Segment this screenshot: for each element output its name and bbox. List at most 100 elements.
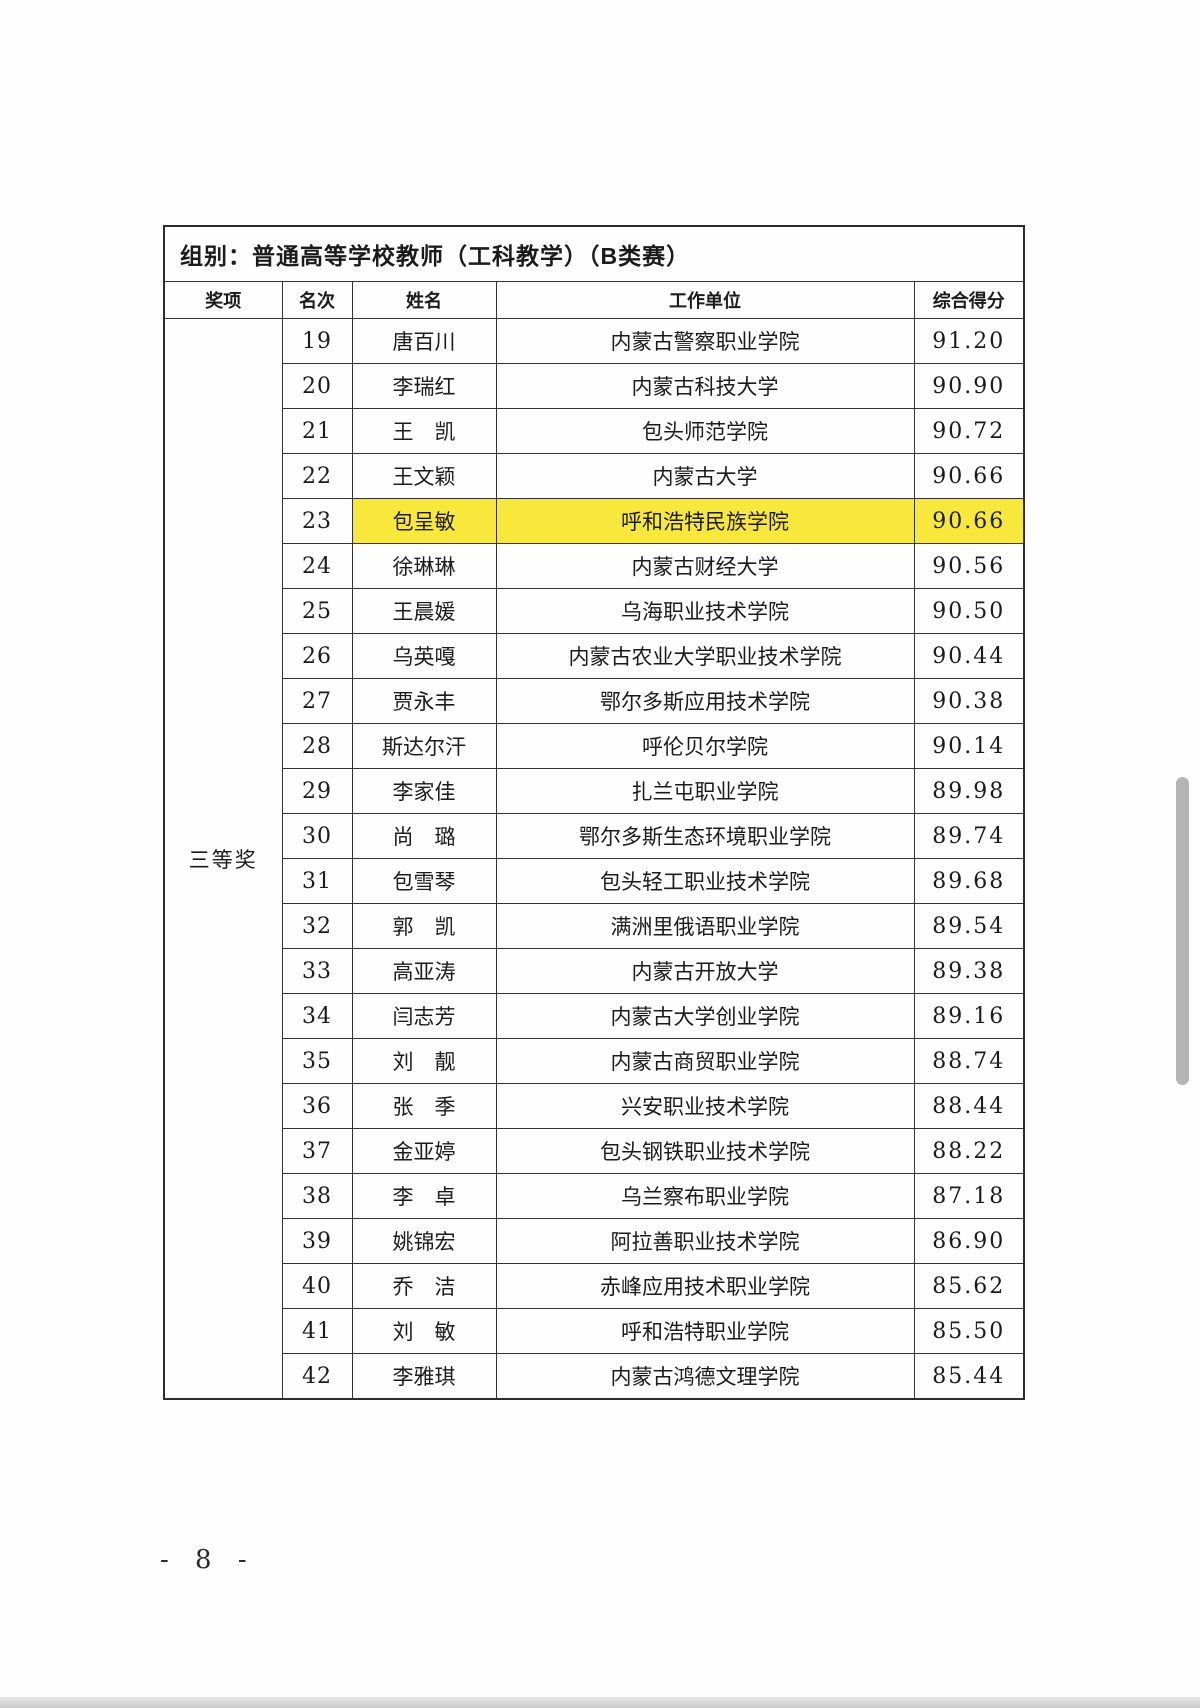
cell-score: 85.44: [913, 1353, 1025, 1400]
cell-score: 88.44: [913, 1083, 1025, 1129]
col-header-award: 奖项: [163, 281, 283, 319]
cell-name: 刘 靓: [351, 1038, 497, 1084]
cell-rank: 20: [281, 363, 353, 409]
cell-rank: 39: [281, 1218, 353, 1264]
col-header-unit: 工作单位: [495, 281, 915, 319]
cell-score: 85.50: [913, 1308, 1025, 1354]
cell-unit: 内蒙古开放大学: [495, 948, 915, 994]
table-row: 40 乔 洁赤峰应用技术职业学院 85.62: [164, 1263, 1025, 1309]
cell-rank: 33: [281, 948, 353, 994]
table-row: 29 李家佳 扎兰屯职业学院 89.98: [164, 768, 1025, 814]
cell-name: 徐琳琳: [351, 543, 497, 589]
cell-unit: 内蒙古科技大学: [495, 363, 915, 409]
cell-score: 90.56: [913, 543, 1025, 589]
cell-name: 刘 敏: [351, 1308, 497, 1354]
cell-name: 王晨媛: [351, 588, 497, 634]
cell-rank: 19: [281, 318, 353, 364]
cell-name: 斯达尔汗: [351, 723, 497, 769]
table-row: 21 王 凯包头师范学院 90.72: [164, 408, 1025, 454]
table-row: 28 斯达尔汗 呼伦贝尔学院 90.14: [164, 723, 1025, 769]
table-row: 33 高亚涛 内蒙古开放大学 89.38: [164, 948, 1025, 994]
table-row: 26 乌英嘎 内蒙古农业大学职业技术学院 90.44: [164, 633, 1025, 679]
cell-unit: 呼和浩特民族学院: [495, 498, 915, 544]
col-header-rank: 名次: [281, 281, 353, 319]
cell-name: 高亚涛: [351, 948, 497, 994]
cell-score: 89.74: [913, 813, 1025, 859]
cell-rank: 42: [281, 1353, 353, 1400]
cell-rank: 25: [281, 588, 353, 634]
table-row: 30 尚 璐鄂尔多斯生态环境职业学院 89.74: [164, 813, 1025, 859]
cell-score: 90.50: [913, 588, 1025, 634]
cell-rank: 24: [281, 543, 353, 589]
table-row: 41 刘 敏呼和浩特职业学院 85.50: [164, 1308, 1025, 1354]
cell-score: 88.74: [913, 1038, 1025, 1084]
cell-unit: 包头师范学院: [495, 408, 915, 454]
cell-rank: 32: [281, 903, 353, 949]
cell-name: 郭 凯: [351, 903, 497, 949]
cell-name: 李瑞红: [351, 363, 497, 409]
cell-rank: 35: [281, 1038, 353, 1084]
cell-score: 90.90: [913, 363, 1025, 409]
cell-rank: 41: [281, 1308, 353, 1354]
cell-name: 姚锦宏: [351, 1218, 497, 1264]
cell-rank: 34: [281, 993, 353, 1039]
cell-name: 王文颖: [351, 453, 497, 499]
table-header-row: 奖项 名次 姓名 工作单位 综合得分: [163, 281, 1025, 319]
cell-unit: 满洲里俄语职业学院: [495, 903, 915, 949]
cell-score: 90.66: [913, 453, 1025, 499]
cell-rank: 40: [281, 1263, 353, 1309]
cell-unit: 乌海职业技术学院: [495, 588, 915, 634]
cell-unit: 内蒙古鸿德文理学院: [495, 1353, 915, 1400]
cell-unit: 内蒙古大学创业学院: [495, 993, 915, 1039]
cell-score: 86.90: [913, 1218, 1025, 1264]
cell-rank: 26: [281, 633, 353, 679]
table-row: 35 刘 靓内蒙古商贸职业学院 88.74: [164, 1038, 1025, 1084]
cell-name: 乌英嘎: [351, 633, 497, 679]
cell-score: 85.62: [913, 1263, 1025, 1309]
cell-name: 李 卓: [351, 1173, 497, 1219]
cell-name: 唐百川: [351, 318, 497, 364]
cell-unit: 兴安职业技术学院: [495, 1083, 915, 1129]
cell-rank: 27: [281, 678, 353, 724]
table-row: 36 张 季兴安职业技术学院 88.44: [164, 1083, 1025, 1129]
cell-unit: 内蒙古农业大学职业技术学院: [495, 633, 915, 679]
cell-rank: 30: [281, 813, 353, 859]
cell-name: 包雪琴: [351, 858, 497, 904]
table-row: 25 王晨媛 乌海职业技术学院 90.50: [164, 588, 1025, 634]
table-row: 23 包呈敏 呼和浩特民族学院 90.66: [164, 498, 1025, 544]
cell-score: 90.14: [913, 723, 1025, 769]
cell-score: 91.20: [913, 318, 1025, 364]
cell-score: 90.72: [913, 408, 1025, 454]
cell-name: 尚 璐: [351, 813, 497, 859]
cell-score: 90.44: [913, 633, 1025, 679]
cell-score: 89.68: [913, 858, 1025, 904]
table-title-row: 组别：普通高等学校教师（工科教学）（B类赛）: [163, 225, 1025, 282]
table-row: 37 金亚婷 包头钢铁职业技术学院 88.22: [164, 1128, 1025, 1174]
cell-score: 89.98: [913, 768, 1025, 814]
cell-rank: 21: [281, 408, 353, 454]
table-row: 三等奖 19 唐百川 内蒙古警察职业学院 91.20: [163, 318, 1025, 1400]
cell-unit: 呼和浩特职业学院: [495, 1308, 915, 1354]
cell-unit: 包头钢铁职业技术学院: [495, 1128, 915, 1174]
cell-rank: 36: [281, 1083, 353, 1129]
cell-rank: 29: [281, 768, 353, 814]
cell-name: 王 凯: [351, 408, 497, 454]
cell-unit: 乌兰察布职业学院: [495, 1173, 915, 1219]
cell-score: 89.16: [913, 993, 1025, 1039]
table-body: 三等奖 19 唐百川 内蒙古警察职业学院 91.20 20 李瑞红 内蒙古科技大学 90.90 2…: [163, 318, 1025, 1400]
cell-name: 包呈敏: [351, 498, 497, 544]
award-group-cell: 三等奖: [163, 318, 283, 1400]
table-row: 20 李瑞红 内蒙古科技大学 90.90: [164, 363, 1025, 409]
scrollbar-thumb[interactable]: [1176, 777, 1189, 1085]
cell-score: 89.54: [913, 903, 1025, 949]
cell-unit: 呼伦贝尔学院: [495, 723, 915, 769]
cell-score: 87.18: [913, 1173, 1025, 1219]
cell-rank: 28: [281, 723, 353, 769]
table-row: 22 王文颖 内蒙古大学 90.66: [164, 453, 1025, 499]
cell-unit: 鄂尔多斯应用技术学院: [495, 678, 915, 724]
table-row: 31 包雪琴 包头轻工职业技术学院 89.68: [164, 858, 1025, 904]
cell-rank: 31: [281, 858, 353, 904]
table-row: 39 姚锦宏 阿拉善职业技术学院 86.90: [164, 1218, 1025, 1264]
cell-unit: 鄂尔多斯生态环境职业学院: [495, 813, 915, 859]
bottom-edge-strip: [0, 1697, 1200, 1708]
